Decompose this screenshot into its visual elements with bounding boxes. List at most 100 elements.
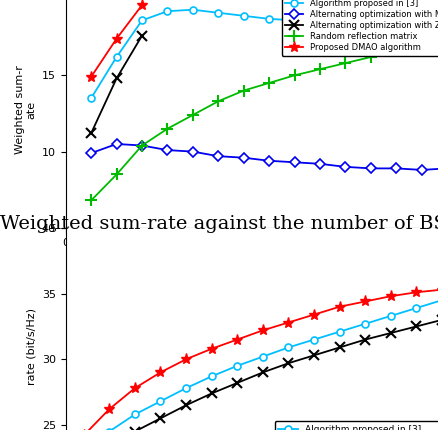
- Algorithm proposed in [3]: [311, 337, 317, 342]
- Algorithm proposed in [3]: [209, 374, 214, 379]
- Algorithm proposed in [3]: [114, 55, 119, 60]
- Alternating optimization with MRT: [318, 161, 323, 166]
- Line: Alternating optimization with ZF: Alternating optimization with ZF: [79, 315, 438, 430]
- Proposed DMAO algorithm: [363, 299, 368, 304]
- Algorithm proposed in [3]: [318, 21, 323, 26]
- Alternating optimization with MRT: [139, 143, 145, 148]
- Random reflection matrix: [318, 67, 323, 72]
- Alternating optimization with MRT: [267, 158, 272, 163]
- Proposed DMAO algorithm: [414, 290, 419, 295]
- Random reflection matrix: [292, 73, 297, 78]
- Algorithm proposed in [3]: [388, 313, 393, 319]
- Alternating optimization with ZF: [388, 330, 393, 335]
- Random reflection matrix: [88, 198, 94, 203]
- Alternating optimization with ZF: [414, 324, 419, 329]
- Proposed DMAO algorithm: [388, 294, 393, 299]
- Random reflection matrix: [190, 112, 195, 117]
- Algorithm proposed in [3]: [260, 354, 265, 359]
- Proposed DMAO algorithm: [139, 3, 145, 8]
- Random reflection matrix: [165, 126, 170, 131]
- Proposed DMAO algorithm: [88, 74, 94, 80]
- Alternating optimization with ZF: [88, 131, 94, 136]
- Proposed DMAO algorithm: [106, 407, 112, 412]
- Alternating optimization with ZF: [260, 370, 265, 375]
- Proposed DMAO algorithm: [260, 328, 265, 333]
- Algorithm proposed in [3]: [337, 329, 342, 334]
- Alternating optimization with ZF: [337, 345, 342, 350]
- Alternating optimization with MRT: [88, 150, 94, 156]
- Algorithm proposed in [3]: [414, 305, 419, 310]
- Proposed DMAO algorithm: [286, 320, 291, 325]
- Algorithm proposed in [3]: [106, 429, 112, 430]
- Legend: Algorithm proposed in [3], Alternating optimization with MRT, Alternating optimi: Algorithm proposed in [3], Alternating o…: [282, 0, 438, 55]
- Random reflection matrix: [394, 48, 399, 53]
- Algorithm proposed in [3]: [292, 18, 297, 23]
- Algorithm proposed in [3]: [267, 16, 272, 22]
- Algorithm proposed in [3]: [165, 9, 170, 14]
- Proposed DMAO algorithm: [158, 370, 163, 375]
- Algorithm proposed in [3]: [88, 95, 94, 101]
- Alternating optimization with MRT: [394, 166, 399, 171]
- Alternating optimization with MRT: [343, 164, 348, 169]
- Alternating optimization with MRT: [190, 149, 195, 154]
- Line: Alternating optimization with ZF: Alternating optimization with ZF: [86, 31, 147, 138]
- Algorithm proposed in [3]: [158, 399, 163, 404]
- Alternating optimization with MRT: [419, 167, 424, 172]
- Alternating optimization with ZF: [132, 429, 138, 430]
- Alternating optimization with ZF: [311, 353, 317, 358]
- Line: Algorithm proposed in [3]: Algorithm proposed in [3]: [80, 297, 438, 430]
- Alternating optimization with ZF: [286, 361, 291, 366]
- Algorithm proposed in [3]: [132, 412, 138, 417]
- Line: Alternating optimization with MRT: Alternating optimization with MRT: [88, 141, 438, 173]
- Line: Random reflection matrix: Random reflection matrix: [85, 16, 438, 206]
- Alternating optimization with ZF: [158, 416, 163, 421]
- Random reflection matrix: [267, 80, 272, 86]
- Algorithm proposed in [3]: [286, 345, 291, 350]
- Proposed DMAO algorithm: [184, 357, 189, 362]
- Text: Weighted sum-rate against the number of BS an: Weighted sum-rate against the number of …: [0, 215, 438, 233]
- Random reflection matrix: [419, 44, 424, 49]
- Y-axis label: Weighted sum-r
ate: Weighted sum-r ate: [15, 65, 36, 154]
- Algorithm proposed in [3]: [215, 10, 221, 15]
- Random reflection matrix: [241, 88, 246, 93]
- Alternating optimization with ZF: [209, 391, 214, 396]
- Proposed DMAO algorithm: [209, 346, 214, 351]
- Algorithm proposed in [3]: [139, 18, 145, 23]
- Alternating optimization with MRT: [165, 147, 170, 153]
- Alternating optimization with MRT: [368, 166, 374, 171]
- Alternating optimization with MRT: [114, 141, 119, 147]
- Algorithm proposed in [3]: [235, 363, 240, 369]
- Algorithm proposed in [3]: [368, 22, 374, 28]
- Alternating optimization with MRT: [241, 155, 246, 160]
- Legend: Algorithm proposed in [3], Proposed DMAO algorithm, Alternating optimization wit: Algorithm proposed in [3], Proposed DMAO…: [275, 421, 438, 430]
- Algorithm proposed in [3]: [394, 24, 399, 29]
- Line: Algorithm proposed in [3]: Algorithm proposed in [3]: [88, 6, 438, 101]
- Algorithm proposed in [3]: [184, 386, 189, 391]
- Random reflection matrix: [368, 55, 374, 60]
- Proposed DMAO algorithm: [114, 36, 119, 41]
- Algorithm proposed in [3]: [241, 13, 246, 18]
- Alternating optimization with ZF: [139, 33, 145, 38]
- Algorithm proposed in [3]: [190, 7, 195, 12]
- Algorithm proposed in [3]: [343, 21, 348, 26]
- Alternating optimization with ZF: [235, 381, 240, 386]
- Alternating optimization with ZF: [184, 403, 189, 408]
- Algorithm proposed in [3]: [419, 24, 424, 29]
- Alternating optimization with MRT: [215, 154, 221, 159]
- Y-axis label: rate (bit/s/Hz): rate (bit/s/Hz): [26, 307, 36, 385]
- Alternating optimization with ZF: [114, 76, 119, 81]
- Line: Proposed DMAO algorithm: Proposed DMAO algorithm: [85, 0, 148, 83]
- Line: Proposed DMAO algorithm: Proposed DMAO algorithm: [78, 284, 438, 430]
- Random reflection matrix: [343, 61, 348, 66]
- Proposed DMAO algorithm: [132, 386, 138, 391]
- Proposed DMAO algorithm: [235, 337, 240, 342]
- Random reflection matrix: [114, 172, 119, 177]
- Alternating optimization with MRT: [292, 160, 297, 165]
- Random reflection matrix: [215, 98, 221, 104]
- Proposed DMAO algorithm: [311, 312, 317, 317]
- X-axis label: Number of BS antennas N: Number of BS antennas N: [186, 253, 339, 266]
- Proposed DMAO algorithm: [337, 304, 342, 309]
- Alternating optimization with ZF: [363, 337, 368, 342]
- Random reflection matrix: [139, 143, 145, 148]
- Algorithm proposed in [3]: [363, 321, 368, 326]
